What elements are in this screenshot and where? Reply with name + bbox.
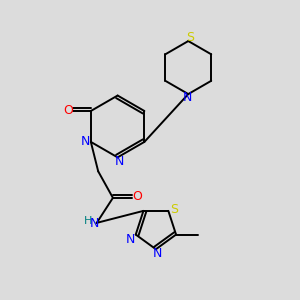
Text: H: H (84, 215, 92, 226)
Text: S: S (170, 203, 178, 216)
Text: N: N (183, 91, 192, 104)
Text: O: O (63, 104, 73, 118)
Text: N: N (153, 248, 162, 260)
Text: N: N (114, 155, 124, 168)
Text: O: O (132, 190, 142, 203)
Text: N: N (81, 135, 90, 148)
Text: N: N (126, 233, 135, 246)
Text: N: N (90, 217, 99, 230)
Text: S: S (186, 31, 194, 44)
